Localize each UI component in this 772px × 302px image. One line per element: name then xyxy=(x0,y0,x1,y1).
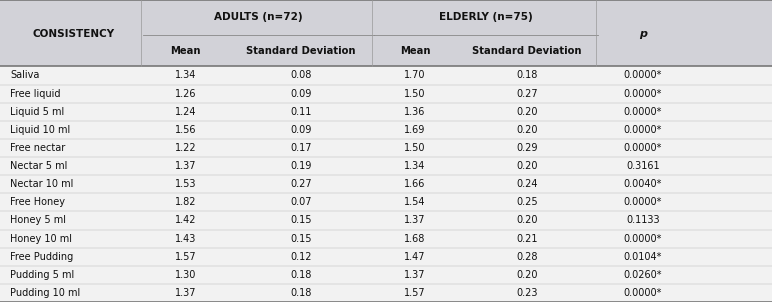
Text: 0.3161: 0.3161 xyxy=(626,161,659,171)
Text: ELDERLY (n=75): ELDERLY (n=75) xyxy=(439,12,533,22)
Text: 0.29: 0.29 xyxy=(516,143,537,153)
Text: 0.08: 0.08 xyxy=(290,70,312,81)
Text: 1.57: 1.57 xyxy=(174,252,196,262)
Bar xyxy=(0,0,772,66)
Text: 0.0000*: 0.0000* xyxy=(624,197,662,207)
Text: 1.30: 1.30 xyxy=(174,270,196,280)
Text: 0.20: 0.20 xyxy=(516,161,537,171)
Text: 1.66: 1.66 xyxy=(405,179,425,189)
Text: 0.20: 0.20 xyxy=(516,215,537,226)
Text: 0.27: 0.27 xyxy=(516,88,538,99)
Text: Honey 5 ml: Honey 5 ml xyxy=(10,215,66,226)
Text: 0.09: 0.09 xyxy=(290,125,312,135)
Text: 0.19: 0.19 xyxy=(290,161,312,171)
Text: 1.50: 1.50 xyxy=(405,143,425,153)
Bar xyxy=(0,66,772,302)
Text: 1.36: 1.36 xyxy=(405,107,425,117)
Text: 0.18: 0.18 xyxy=(516,70,537,81)
Text: Standard Deviation: Standard Deviation xyxy=(246,46,356,56)
Text: 0.20: 0.20 xyxy=(516,107,537,117)
Text: Saliva: Saliva xyxy=(10,70,39,81)
Text: CONSISTENCY: CONSISTENCY xyxy=(32,29,114,39)
Text: 0.17: 0.17 xyxy=(290,143,312,153)
Text: 0.0000*: 0.0000* xyxy=(624,288,662,298)
Text: 1.70: 1.70 xyxy=(405,70,425,81)
Text: Free Pudding: Free Pudding xyxy=(10,252,73,262)
Text: 0.0000*: 0.0000* xyxy=(624,143,662,153)
Text: 1.26: 1.26 xyxy=(174,88,196,99)
Text: 1.56: 1.56 xyxy=(174,125,196,135)
Text: 0.11: 0.11 xyxy=(290,107,312,117)
Text: 0.0000*: 0.0000* xyxy=(624,88,662,99)
Text: 0.09: 0.09 xyxy=(290,88,312,99)
Text: p: p xyxy=(638,29,647,39)
Text: 0.0000*: 0.0000* xyxy=(624,70,662,81)
Text: 1.69: 1.69 xyxy=(405,125,425,135)
Text: Free nectar: Free nectar xyxy=(10,143,66,153)
Text: 0.24: 0.24 xyxy=(516,179,537,189)
Text: 1.50: 1.50 xyxy=(405,88,425,99)
Text: 1.53: 1.53 xyxy=(174,179,196,189)
Text: 0.18: 0.18 xyxy=(290,288,312,298)
Text: 0.0000*: 0.0000* xyxy=(624,233,662,244)
Text: 1.37: 1.37 xyxy=(174,161,196,171)
Text: 0.15: 0.15 xyxy=(290,233,312,244)
Text: 0.23: 0.23 xyxy=(516,288,537,298)
Text: 1.37: 1.37 xyxy=(174,288,196,298)
Text: Pudding 5 ml: Pudding 5 ml xyxy=(10,270,74,280)
Text: 0.18: 0.18 xyxy=(290,270,312,280)
Text: Liquid 5 ml: Liquid 5 ml xyxy=(10,107,64,117)
Text: 0.15: 0.15 xyxy=(290,215,312,226)
Text: Honey 10 ml: Honey 10 ml xyxy=(10,233,72,244)
Text: 0.0000*: 0.0000* xyxy=(624,125,662,135)
Text: 0.12: 0.12 xyxy=(290,252,312,262)
Text: 0.0104*: 0.0104* xyxy=(624,252,662,262)
Text: Standard Deviation: Standard Deviation xyxy=(472,46,581,56)
Text: 0.0000*: 0.0000* xyxy=(624,107,662,117)
Text: 1.24: 1.24 xyxy=(174,107,196,117)
Text: 1.34: 1.34 xyxy=(174,70,196,81)
Text: 0.0040*: 0.0040* xyxy=(624,179,662,189)
Text: 0.20: 0.20 xyxy=(516,270,537,280)
Text: 1.37: 1.37 xyxy=(405,270,425,280)
Text: 1.22: 1.22 xyxy=(174,143,196,153)
Text: Liquid 10 ml: Liquid 10 ml xyxy=(10,125,70,135)
Text: Mean: Mean xyxy=(400,46,430,56)
Text: 1.43: 1.43 xyxy=(174,233,196,244)
Text: 0.0260*: 0.0260* xyxy=(624,270,662,280)
Text: 1.47: 1.47 xyxy=(405,252,425,262)
Text: Free liquid: Free liquid xyxy=(10,88,60,99)
Text: Pudding 10 ml: Pudding 10 ml xyxy=(10,288,80,298)
Text: 0.21: 0.21 xyxy=(516,233,537,244)
Text: 0.28: 0.28 xyxy=(516,252,537,262)
Text: ADULTS (n=72): ADULTS (n=72) xyxy=(215,12,303,22)
Text: 0.25: 0.25 xyxy=(516,197,538,207)
Text: 1.34: 1.34 xyxy=(405,161,425,171)
Text: 1.82: 1.82 xyxy=(174,197,196,207)
Text: 1.42: 1.42 xyxy=(174,215,196,226)
Text: Mean: Mean xyxy=(170,46,201,56)
Text: 1.37: 1.37 xyxy=(405,215,425,226)
Text: 1.68: 1.68 xyxy=(405,233,425,244)
Text: 1.57: 1.57 xyxy=(404,288,426,298)
Text: 1.54: 1.54 xyxy=(405,197,425,207)
Text: Nectar 5 ml: Nectar 5 ml xyxy=(10,161,67,171)
Text: 0.20: 0.20 xyxy=(516,125,537,135)
Text: 0.27: 0.27 xyxy=(290,179,312,189)
Text: Nectar 10 ml: Nectar 10 ml xyxy=(10,179,73,189)
Text: 0.1133: 0.1133 xyxy=(626,215,659,226)
Text: 0.07: 0.07 xyxy=(290,197,312,207)
Text: Free Honey: Free Honey xyxy=(10,197,65,207)
